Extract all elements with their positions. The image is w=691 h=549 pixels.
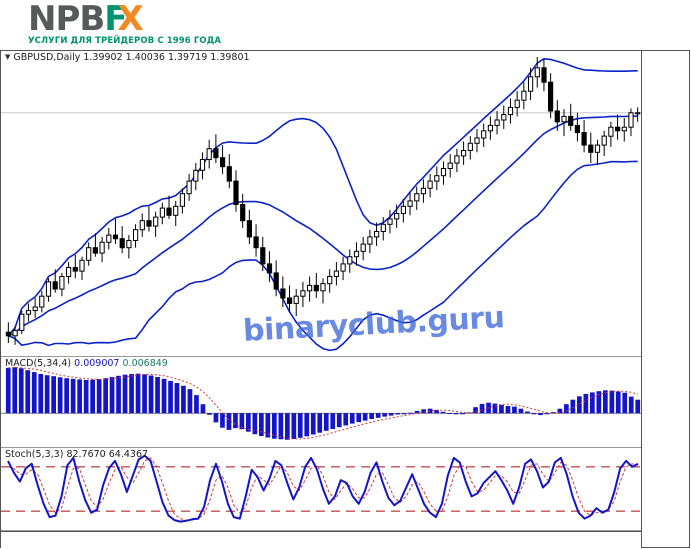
- macd-value-1: 0.009007: [74, 358, 120, 369]
- macd-pane[interactable]: MACD(5,34,4) 0.009007 0.006849: [1, 357, 641, 448]
- ohlc-high: 1.40036: [125, 52, 165, 63]
- brand-header: NPBFX УСЛУГИ ДЛЯ ТРЕЙДЕРОВ С 1996 ГОДА: [0, 0, 691, 50]
- stoch-value-2: 64.4367: [108, 449, 149, 460]
- price-candles: [1, 57, 641, 352]
- stochastic-lines: [1, 454, 641, 523]
- logo-x: X: [117, 0, 144, 39]
- ohlc-low: 1.39719: [167, 52, 208, 63]
- price-pane-label: ▼ GBPUSD,Daily 1.39902 1.40036 1.39719 1…: [5, 52, 250, 63]
- macd-pane-label: MACD(5,34,4) 0.009007 0.006849: [5, 358, 168, 369]
- logo-npb: NPB: [28, 0, 105, 39]
- stoch-pane-label: Stoch(5,3,3) 82.7670 64.4367: [5, 449, 148, 460]
- symbol-label: GBPUSD,Daily: [13, 52, 81, 63]
- macd-histogram: [1, 366, 641, 440]
- macd-name: MACD(5,34,4): [5, 358, 72, 369]
- date-axis: [1, 531, 641, 549]
- macd-value-2: 0.006849: [122, 358, 168, 369]
- plot-area: ▼ GBPUSD,Daily 1.39902 1.40036 1.39719 1…: [1, 51, 641, 549]
- ohlc-open: 1.39902: [83, 52, 123, 63]
- price-pane[interactable]: ▼ GBPUSD,Daily 1.39902 1.40036 1.39719 1…: [1, 51, 641, 357]
- npbfx-logo: NPBFX УСЛУГИ ДЛЯ ТРЕЙДЕРОВ С 1996 ГОДА: [28, 2, 222, 46]
- chart-window: ▼ GBPUSD,Daily 1.39902 1.40036 1.39719 1…: [0, 50, 690, 549]
- stochastic-pane[interactable]: Stoch(5,3,3) 82.7670 64.4367: [1, 448, 641, 531]
- chevron-down-icon[interactable]: ▼: [5, 53, 11, 61]
- stoch-name: Stoch(5,3,3): [5, 449, 64, 460]
- value-axis[interactable]: [641, 51, 689, 547]
- logo-tagline: УСЛУГИ ДЛЯ ТРЕЙДЕРОВ С 1996 ГОДА: [28, 36, 222, 46]
- logo-wordmark: NPBFX: [28, 2, 221, 36]
- logo-f: F: [104, 0, 127, 39]
- stoch-value-1: 82.7670: [66, 449, 106, 460]
- ohlc-close: 1.39801: [210, 52, 250, 63]
